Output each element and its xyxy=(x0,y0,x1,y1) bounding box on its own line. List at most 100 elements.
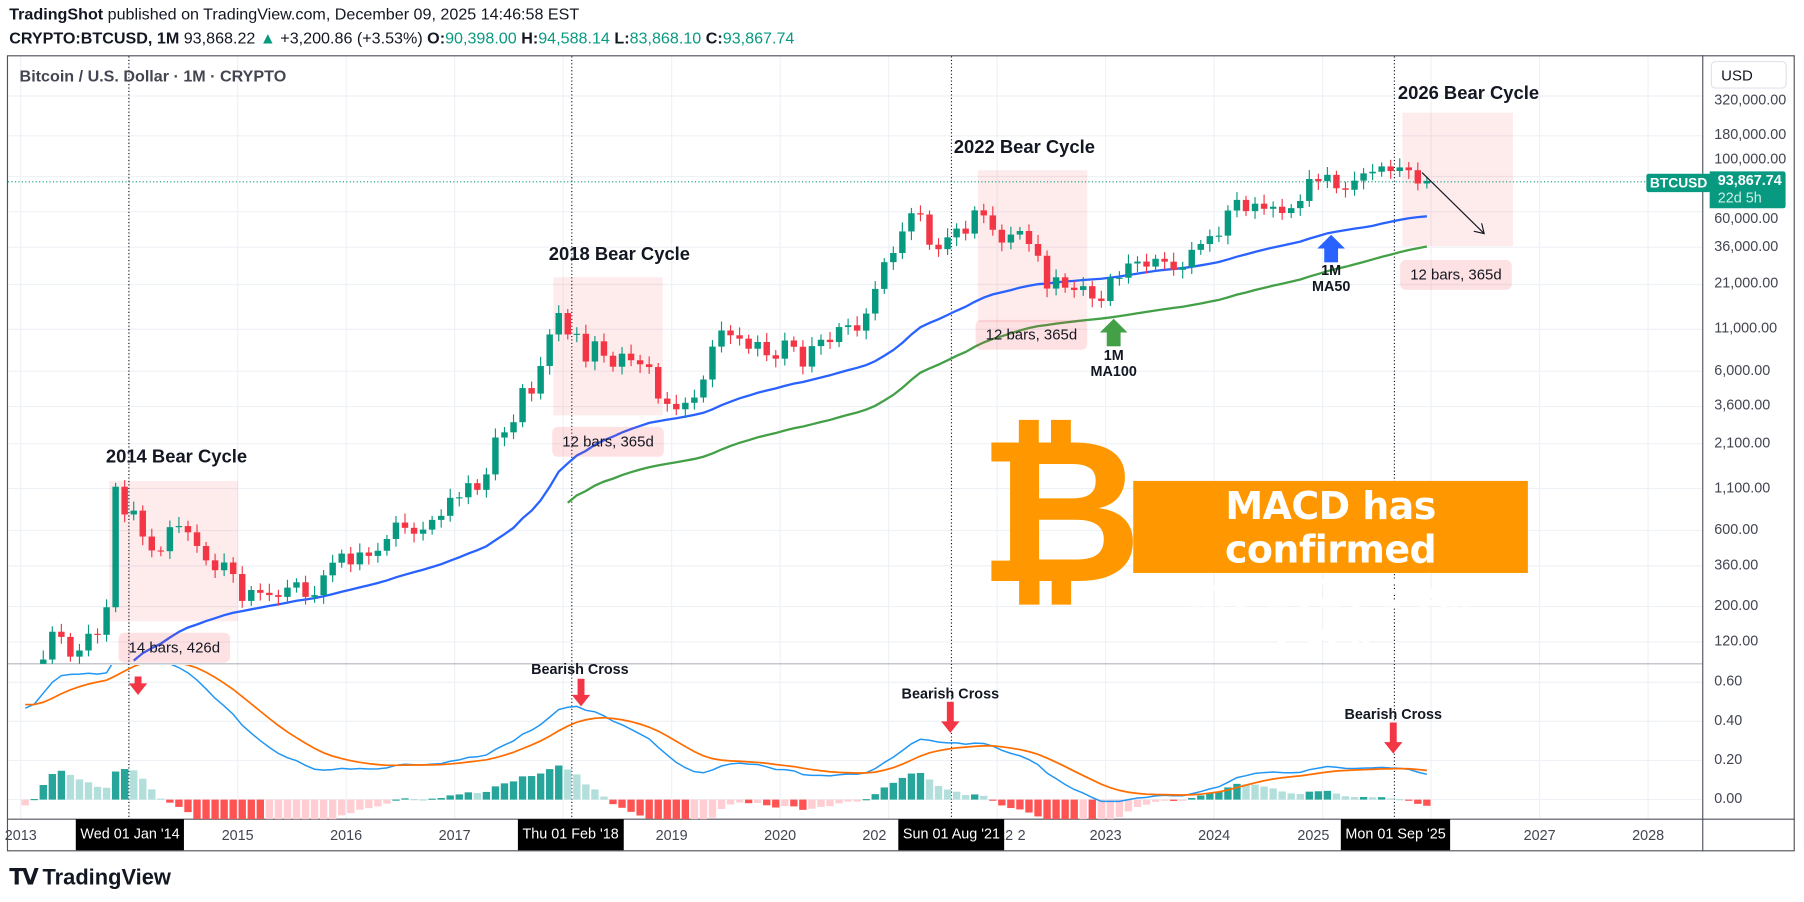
candle-body xyxy=(944,237,951,250)
chart-legend[interactable]: Bitcoin / U.S. Dollar · 1M · CRYPTO xyxy=(19,66,287,86)
macd-histogram-bar xyxy=(93,786,102,800)
candle-body xyxy=(627,353,635,361)
candle-body xyxy=(953,228,960,238)
price-tick: 2,100.00 xyxy=(1714,434,1771,451)
candle-body xyxy=(1025,230,1033,244)
time-tick: 2019 xyxy=(655,827,688,844)
macd-histogram-bar xyxy=(1025,799,1033,813)
candle-body xyxy=(193,532,201,546)
candle-body xyxy=(727,330,734,336)
macd-histogram-bar xyxy=(555,765,563,800)
macd-histogram-bar xyxy=(781,799,789,807)
macd-histogram-bar xyxy=(66,774,75,800)
macd-histogram-bar xyxy=(338,799,346,816)
macd-histogram-bar xyxy=(482,791,491,800)
candle-body xyxy=(564,313,571,335)
bear-cycle-box xyxy=(977,170,1088,323)
macd-histogram-bar xyxy=(247,799,255,820)
candle-body xyxy=(1297,200,1304,209)
macd-histogram-bar xyxy=(1115,799,1124,818)
macd-histogram-bar xyxy=(1052,799,1060,820)
macd-histogram-bar xyxy=(618,799,626,808)
grid xyxy=(8,55,1795,852)
candle-body xyxy=(890,253,897,263)
macd-histogram-bar xyxy=(75,779,84,800)
price-tick: 1,100.00 xyxy=(1714,479,1771,496)
macd-histogram-bar xyxy=(726,799,735,805)
candle-body xyxy=(528,388,535,394)
macd-histogram-bar xyxy=(102,787,111,800)
range-label-2026: 12 bars, 365d xyxy=(1400,260,1512,290)
macd-histogram-bar xyxy=(1070,799,1078,820)
macd-histogram-bar xyxy=(1251,784,1259,800)
macd-histogram-bar xyxy=(39,785,47,800)
cycle-title-2026: 2026 Bear Cycle xyxy=(1397,83,1540,104)
tradingview-logo[interactable]: TV TradingView xyxy=(9,865,171,891)
macd-histogram-bar xyxy=(1405,799,1413,801)
macd-histogram-bar xyxy=(283,799,292,820)
triangle-up-icon: ▲ xyxy=(259,28,276,48)
candle-body xyxy=(1378,166,1385,172)
candle-body xyxy=(1143,261,1150,267)
macd-histogram-bar xyxy=(84,782,93,800)
candle-body xyxy=(211,560,219,571)
candle-body xyxy=(1396,167,1403,172)
candle-body xyxy=(220,562,228,571)
time-tick: 2027 xyxy=(1523,827,1556,844)
candle-body xyxy=(383,538,391,551)
macd-histogram-bar xyxy=(808,799,816,809)
projection-arrow xyxy=(1421,172,1484,234)
currency-button[interactable]: USD xyxy=(1710,60,1787,89)
macd-histogram-bar xyxy=(627,799,635,812)
macd-histogram-bar xyxy=(374,799,382,807)
macd-histogram-bar xyxy=(518,776,527,800)
ma100-arrow-icon xyxy=(1106,332,1121,347)
candle-body xyxy=(1188,249,1195,268)
crosshair-date-4: Mon 01 Sep '25 xyxy=(1340,819,1451,851)
bearish-arrow-icon xyxy=(946,701,954,723)
candle-body xyxy=(1405,167,1412,171)
candle-body xyxy=(736,335,743,339)
macd-histogram-bar xyxy=(193,799,201,819)
macd-histogram-bar xyxy=(735,799,744,803)
macd-histogram-bar xyxy=(527,776,536,800)
price-tick: 21,000.00 xyxy=(1714,275,1779,292)
candle-body xyxy=(419,529,427,534)
candle-body xyxy=(591,341,599,362)
candle-body xyxy=(709,346,716,380)
symbol-price-tag: BTCUSD xyxy=(1646,173,1711,193)
open-label: O: xyxy=(427,28,446,48)
bearish-arrow-icon xyxy=(941,721,960,733)
macd-histogram-bar xyxy=(1269,788,1277,800)
macd-histogram-bar xyxy=(871,794,879,800)
macd-histogram-bar xyxy=(256,799,264,820)
candle-body xyxy=(465,483,472,498)
candle-body xyxy=(392,522,400,539)
high-value: 94,588.14 xyxy=(538,28,610,48)
price-tick: 360.00 xyxy=(1714,556,1759,573)
time-tick: 202 xyxy=(862,827,887,844)
macd-tick: 0.40 xyxy=(1714,712,1743,729)
time-tick: 2016 xyxy=(330,827,363,844)
candle-body xyxy=(474,483,481,490)
candle-body xyxy=(654,367,662,399)
time-tick: 2 xyxy=(1017,827,1026,844)
macd-histogram-bar xyxy=(139,778,147,800)
macd-histogram-bar xyxy=(48,774,57,800)
macd-histogram-bar xyxy=(1332,793,1341,800)
candle-body xyxy=(754,341,761,349)
candle-body xyxy=(998,229,1006,243)
candle-body xyxy=(94,633,101,635)
author[interactable]: TradingShot xyxy=(9,4,104,24)
bear-cycle-box xyxy=(109,480,239,622)
macd-histogram-bar xyxy=(1323,790,1332,800)
candle-body xyxy=(1125,263,1132,278)
candle-body xyxy=(311,595,318,597)
macd-histogram-bar xyxy=(111,771,120,800)
macd-histogram-bar xyxy=(925,779,934,800)
candle-body xyxy=(853,325,861,331)
tradingview-logo-icon: TV xyxy=(9,865,39,891)
candle-body xyxy=(1369,171,1376,174)
macd-histogram-bar xyxy=(455,794,463,800)
